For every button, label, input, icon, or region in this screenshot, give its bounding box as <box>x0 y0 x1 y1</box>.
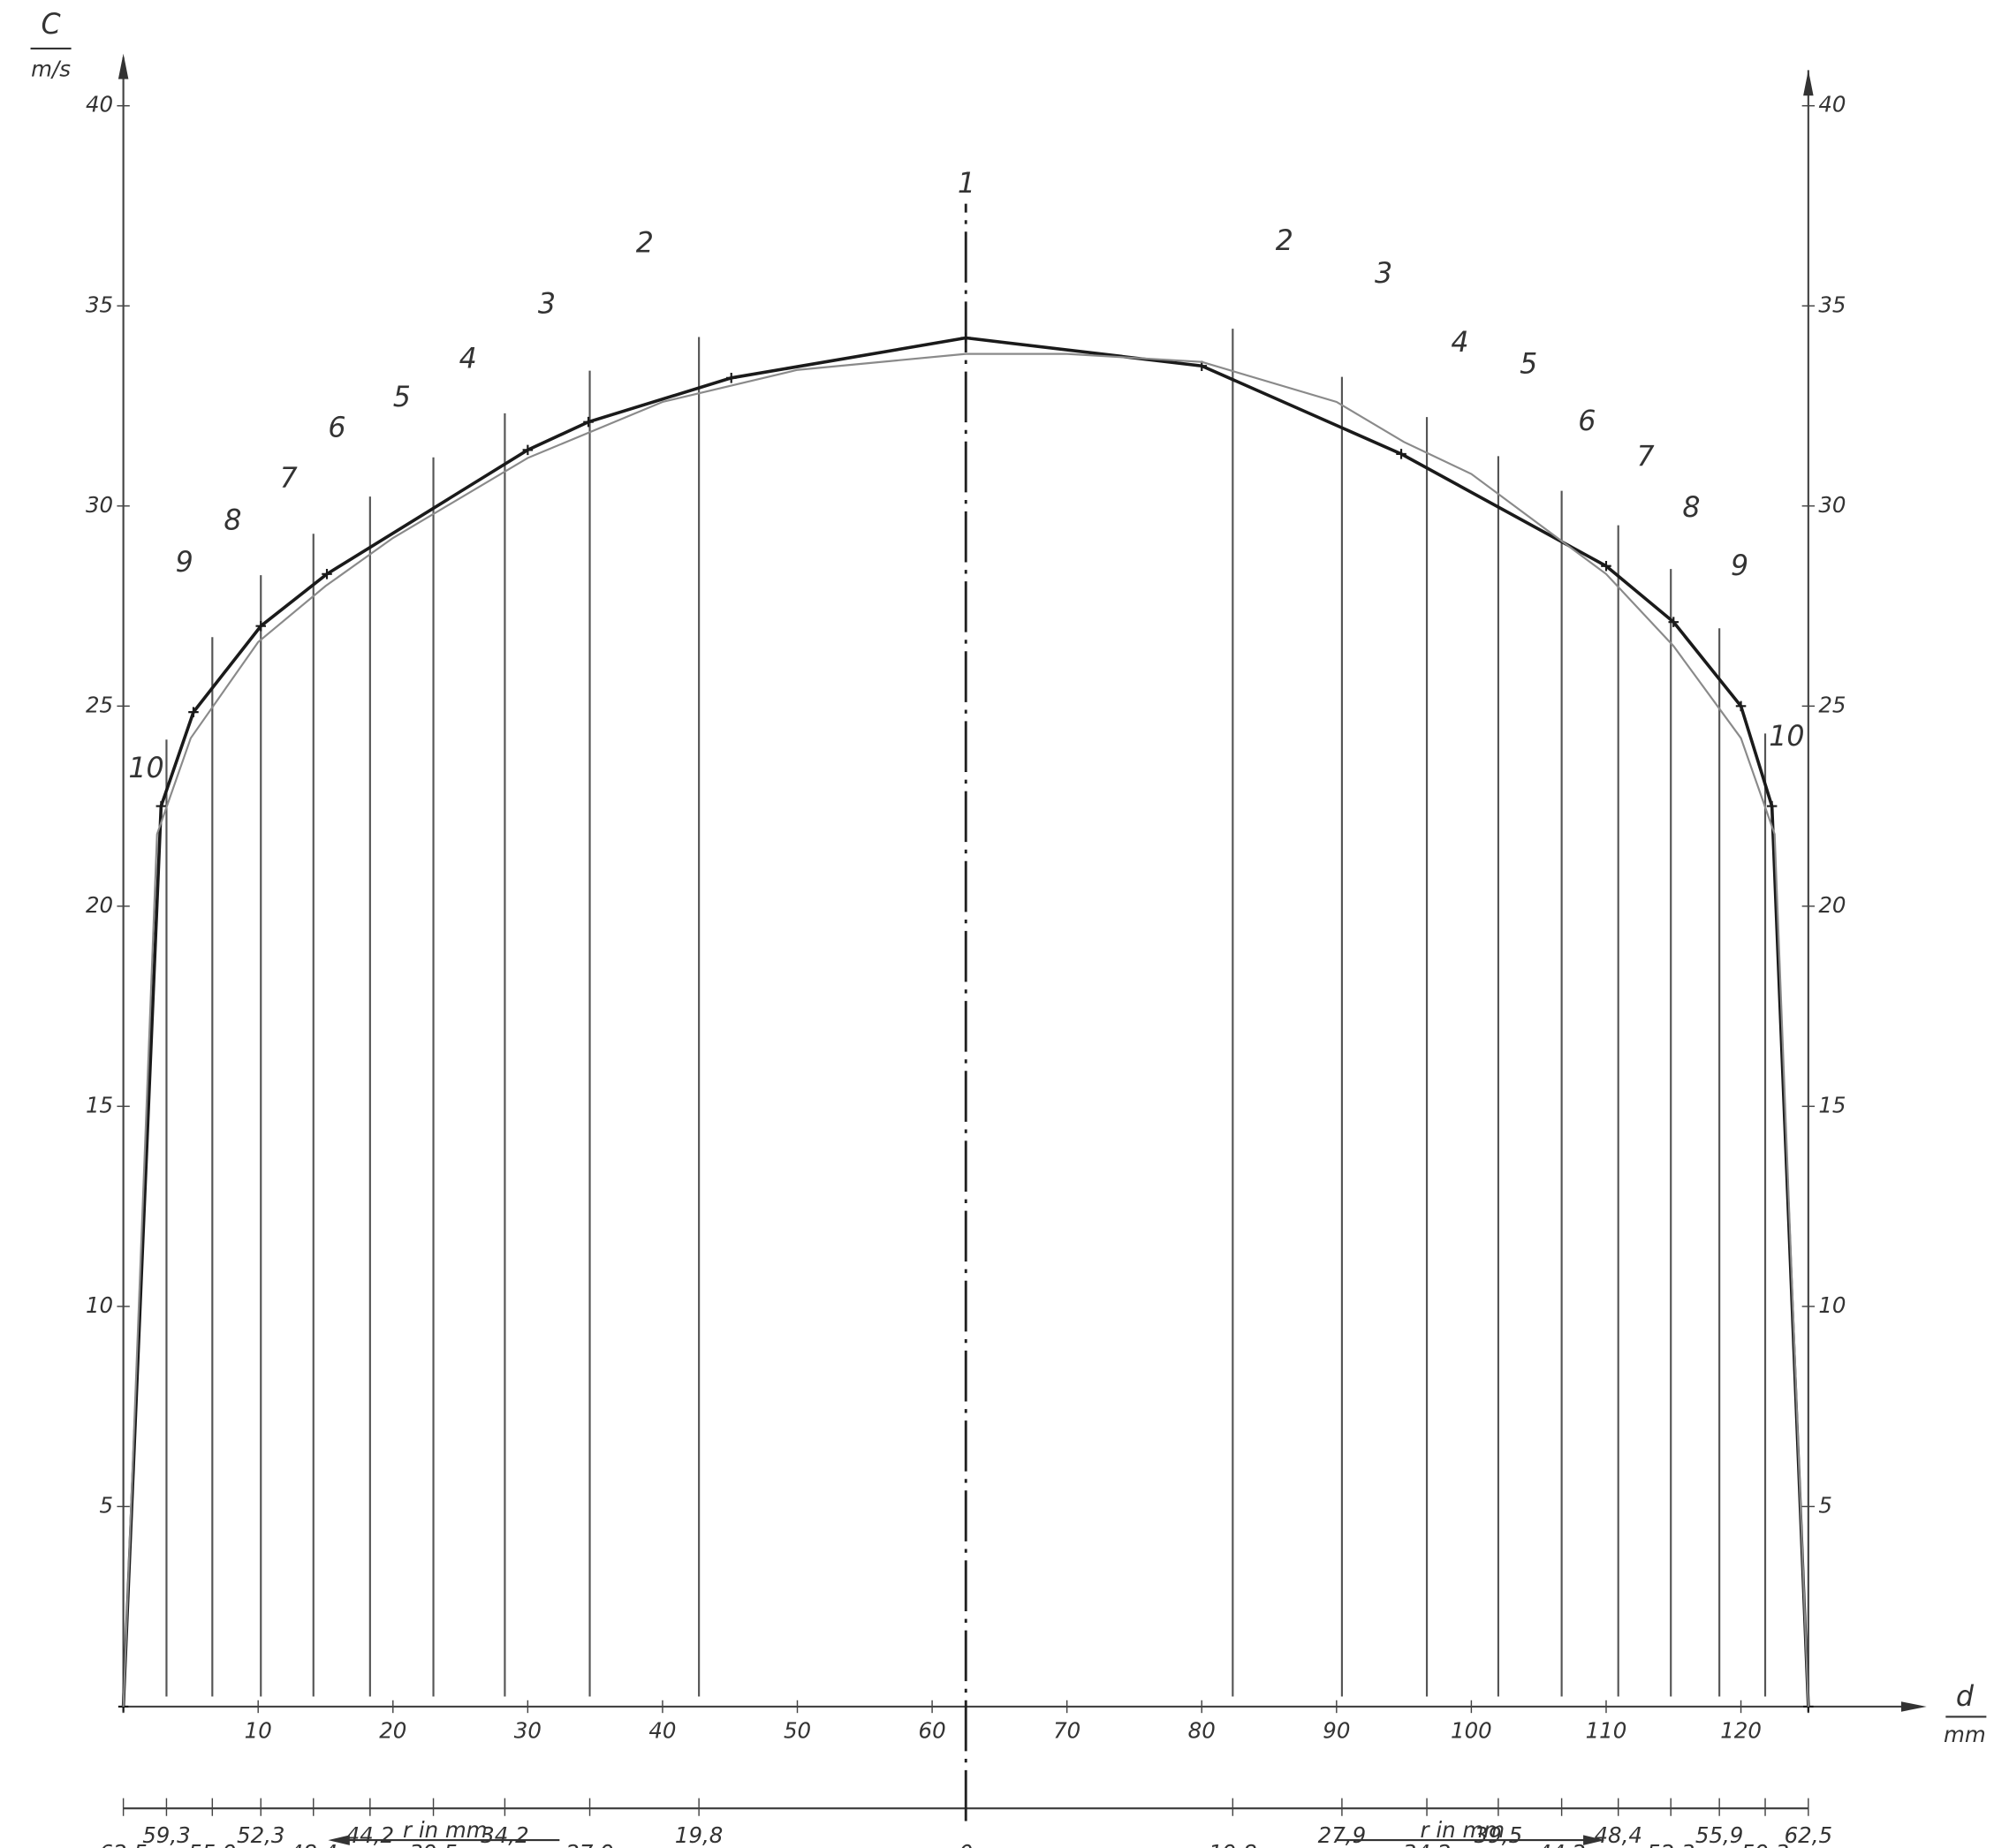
r-tick-label: 55,9 <box>1695 1822 1743 1848</box>
r-label: r in mm <box>1421 1817 1505 1843</box>
point-cross <box>1735 701 1747 712</box>
x-tick-label: 80 <box>1188 1718 1216 1744</box>
y2-tick-label: 5 <box>1818 1492 1832 1518</box>
x-label: d <box>1956 1681 1975 1713</box>
y-arrow <box>118 53 129 80</box>
x-tick-label: 120 <box>1720 1718 1762 1744</box>
zone-label: 6 <box>1578 405 1596 437</box>
zone-label: 9 <box>1731 550 1748 582</box>
zone-label: 2 <box>1276 225 1293 257</box>
zone-label: 5 <box>1520 348 1537 380</box>
point-cross <box>188 707 199 717</box>
y2-tick-label: 10 <box>1818 1292 1846 1318</box>
r-tick-label: 48,4 <box>1594 1822 1641 1848</box>
y2-tick-label: 15 <box>1818 1092 1846 1117</box>
zone-label: 1 <box>958 168 975 200</box>
x-tick-label: 40 <box>648 1718 676 1744</box>
r-tick-label: 59,3 <box>142 1822 190 1848</box>
y2-arrow <box>1803 70 1814 96</box>
x-arrow <box>1900 1701 1927 1712</box>
zone-label: 8 <box>224 504 241 536</box>
point-cross <box>725 373 737 383</box>
point-cross <box>255 620 267 632</box>
y-tick-label: 5 <box>100 1492 114 1518</box>
r-arrow-head <box>328 1835 350 1845</box>
r-tick-label: 52,3 <box>237 1822 284 1848</box>
r-tick-label: 52,3 <box>1647 1840 1695 1848</box>
y-tick-label: 35 <box>86 292 113 317</box>
r-tick-label: 39,5 <box>409 1840 457 1848</box>
y2-tick-label: 20 <box>1818 892 1846 918</box>
point-cross <box>522 444 534 456</box>
y-unit: m/s <box>31 56 71 81</box>
y-tick-label: 30 <box>86 492 113 518</box>
x-tick-label: 30 <box>514 1718 542 1744</box>
point-cross <box>583 416 594 428</box>
y-label: C <box>42 9 61 41</box>
x-tick-label: 10 <box>245 1718 272 1744</box>
zone-label: 10 <box>128 753 163 784</box>
r-tick-label: 44,2 <box>1537 1840 1585 1848</box>
r-tick-label: 39,5 <box>1475 1822 1522 1848</box>
zone-label: 10 <box>1769 721 1804 753</box>
r-tick-label: 34,2 <box>481 1822 528 1848</box>
point-cross <box>322 569 332 579</box>
point-cross <box>960 332 971 344</box>
r-arrow-head <box>1583 1835 1605 1845</box>
zone-label: 2 <box>636 228 654 260</box>
y-tick-label: 20 <box>86 892 113 918</box>
r-tick-label: 27,9 <box>1318 1822 1366 1848</box>
zone-label: 3 <box>538 289 556 321</box>
r-tick-label: 34,2 <box>1403 1840 1451 1848</box>
y-tick-label: 15 <box>86 1092 113 1117</box>
x-tick-label: 100 <box>1451 1718 1492 1744</box>
r-tick-label: 44,2 <box>346 1822 394 1848</box>
r-tick-label: 48,4 <box>290 1840 337 1848</box>
r-tick-label: 19,8 <box>675 1822 723 1848</box>
r-tick-label: 19,8 <box>1209 1840 1256 1848</box>
r-tick-label: 27,9 <box>565 1840 613 1848</box>
zone-label: 4 <box>459 344 477 375</box>
zone-label: 3 <box>1375 258 1392 290</box>
point-cross <box>1668 617 1679 627</box>
r-tick-label: 62,5 <box>1785 1822 1832 1848</box>
velocity-curve <box>122 352 1809 1708</box>
r-tick-label: 0 <box>959 1840 973 1848</box>
zone-label: 6 <box>328 412 345 443</box>
y2-tick-label: 35 <box>1818 292 1846 317</box>
x-tick-label: 110 <box>1586 1718 1627 1744</box>
r-tick-label: 59,3 <box>1741 1840 1789 1848</box>
point-cross <box>1601 560 1611 572</box>
y2-tick-label: 40 <box>1818 92 1846 117</box>
y-tick-label: 25 <box>86 692 113 717</box>
x-unit: mm <box>1944 1722 1986 1747</box>
y2-tick-label: 30 <box>1818 492 1846 518</box>
zone-label: 5 <box>393 382 411 413</box>
x-tick-label: 20 <box>379 1718 406 1744</box>
r-tick-label: 55,9 <box>188 1840 236 1848</box>
zone-label: 7 <box>1637 441 1655 473</box>
y-tick-label: 40 <box>86 92 113 117</box>
zone-label: 4 <box>1451 327 1468 359</box>
point-cross <box>1766 800 1778 812</box>
x-tick-label: 60 <box>919 1718 946 1744</box>
point-cross <box>155 800 167 812</box>
zone-label: 9 <box>176 547 193 579</box>
point-cross <box>1396 449 1406 459</box>
r-tick-label: 62,5 <box>99 1840 147 1848</box>
r-label: r in mm <box>403 1817 488 1843</box>
velocity-curve <box>121 336 1810 1708</box>
zone-label: 7 <box>280 463 298 495</box>
x-tick-label: 70 <box>1053 1718 1080 1744</box>
zone-label: 8 <box>1682 492 1700 524</box>
y2-tick-label: 25 <box>1818 692 1846 717</box>
x-tick-label: 90 <box>1323 1718 1350 1744</box>
y-tick-label: 10 <box>86 1292 113 1318</box>
x-tick-label: 50 <box>784 1718 811 1744</box>
